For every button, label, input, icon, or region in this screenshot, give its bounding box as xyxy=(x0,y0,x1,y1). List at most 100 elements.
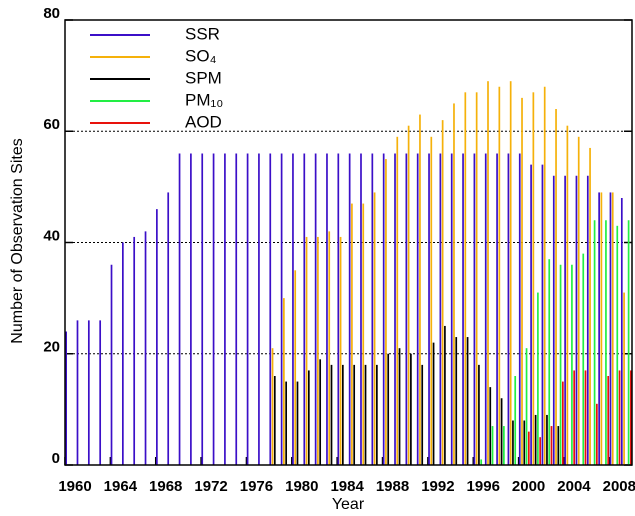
bar xyxy=(337,153,340,465)
bar xyxy=(178,153,181,465)
bar xyxy=(514,376,517,465)
legend-label: AOD xyxy=(185,112,222,131)
bar xyxy=(396,136,399,465)
y-tick-label: 40 xyxy=(43,227,60,244)
bar xyxy=(589,147,591,465)
bar xyxy=(609,192,612,465)
bar xyxy=(439,153,442,465)
bar xyxy=(462,153,464,465)
bar xyxy=(201,153,204,465)
x-tick-label: 1968 xyxy=(149,478,182,495)
bar xyxy=(564,175,566,465)
bar xyxy=(466,337,469,465)
bar xyxy=(385,159,387,465)
x-tick-label: 2004 xyxy=(557,478,591,495)
x-tick-label: 1988 xyxy=(376,478,409,495)
bar xyxy=(382,153,385,465)
bar xyxy=(491,426,494,465)
legend-label: PM₁₀ xyxy=(185,90,223,109)
bar xyxy=(500,398,503,465)
bar xyxy=(550,426,553,465)
bar xyxy=(548,259,551,465)
bar xyxy=(269,153,272,465)
bar xyxy=(582,253,585,465)
bar xyxy=(373,192,376,465)
bar xyxy=(620,198,623,465)
bar xyxy=(76,320,79,465)
bar xyxy=(362,203,365,465)
bar xyxy=(527,431,530,465)
bar xyxy=(246,153,249,465)
bar xyxy=(530,164,532,465)
bar xyxy=(294,270,297,465)
bar xyxy=(283,298,285,465)
bar xyxy=(258,153,260,465)
bar xyxy=(484,153,487,465)
bar xyxy=(307,370,310,465)
bar xyxy=(546,414,548,465)
bar xyxy=(616,225,619,465)
bar xyxy=(577,136,580,465)
bar xyxy=(416,153,419,465)
bar xyxy=(271,348,274,465)
legend-label: SSR xyxy=(185,24,220,43)
bar xyxy=(376,364,378,465)
bar xyxy=(555,109,557,465)
bar xyxy=(605,220,607,465)
bar xyxy=(317,236,319,465)
bar xyxy=(444,325,446,465)
bar xyxy=(235,153,238,465)
bar xyxy=(611,192,614,465)
bar xyxy=(122,242,124,465)
bar xyxy=(190,153,192,465)
bar xyxy=(319,359,322,465)
bar xyxy=(537,292,539,465)
x-tick-label: 1972 xyxy=(194,478,227,495)
bar xyxy=(432,342,435,465)
x-tick-label: 1960 xyxy=(58,478,91,495)
bar xyxy=(339,236,342,465)
x-tick-label: 2000 xyxy=(512,478,545,495)
bar xyxy=(296,381,299,465)
x-tick-label: 2008 xyxy=(603,478,635,495)
bar xyxy=(314,153,317,465)
bar xyxy=(598,192,600,465)
bar xyxy=(273,376,276,465)
bar xyxy=(475,92,478,465)
bar xyxy=(455,337,458,465)
bar xyxy=(496,153,498,465)
y-tick-label: 80 xyxy=(43,5,60,22)
x-tick-label: 1984 xyxy=(330,478,364,495)
bar xyxy=(419,114,421,465)
x-tick-label: 1996 xyxy=(467,478,500,495)
x-tick-label: 1992 xyxy=(421,478,454,495)
y-axis-title: Number of Observation Sites xyxy=(9,138,26,343)
bar xyxy=(441,120,444,465)
bar xyxy=(623,292,625,465)
bar xyxy=(573,370,576,465)
bar xyxy=(87,320,90,465)
y-tick-label: 60 xyxy=(43,116,60,133)
bar xyxy=(421,364,424,465)
bar xyxy=(523,420,526,465)
bar xyxy=(167,192,170,465)
bar xyxy=(305,236,308,465)
bar xyxy=(330,364,333,465)
bar xyxy=(534,414,537,465)
bar xyxy=(586,175,589,465)
bar xyxy=(65,331,68,465)
bar xyxy=(473,153,476,465)
bar xyxy=(525,348,528,465)
bar xyxy=(618,370,621,465)
bar xyxy=(503,426,505,465)
bar xyxy=(326,153,328,465)
bar xyxy=(280,153,283,465)
bar xyxy=(552,175,555,465)
bar xyxy=(410,353,412,465)
bar xyxy=(571,264,573,465)
bar xyxy=(348,153,351,465)
bar xyxy=(285,381,287,465)
bar xyxy=(478,364,480,465)
bar xyxy=(144,231,147,465)
